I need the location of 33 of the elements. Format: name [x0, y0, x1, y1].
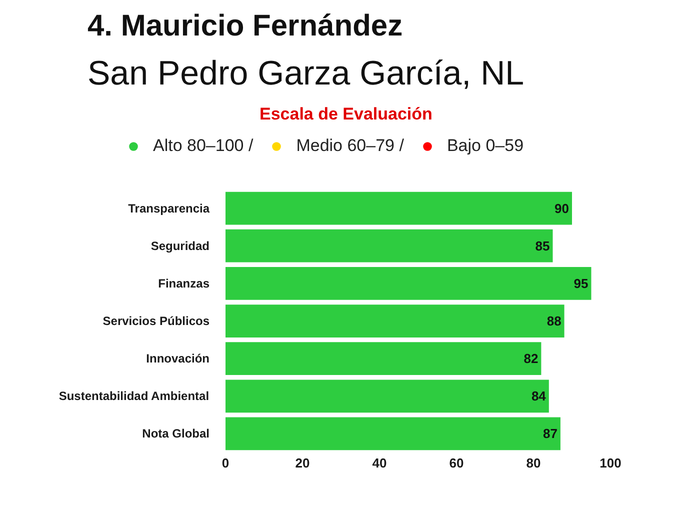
y-tick-label: Servicios Públicos [102, 314, 210, 328]
y-tick-label: Innovación [146, 352, 210, 366]
legend-title: Escala de Evaluación [260, 104, 432, 124]
x-tick-label: 100 [600, 456, 622, 470]
y-tick-label: Sustentabilidad Ambiental [58, 389, 210, 404]
bar [226, 229, 553, 262]
legend-label: Medio 60–79 / [296, 136, 404, 156]
x-tick-label: 80 [526, 456, 541, 470]
legend-label: Alto 80–100 / [153, 136, 254, 156]
bar [226, 380, 549, 413]
x-tick-label: 40 [372, 456, 387, 470]
bar [226, 266, 592, 300]
y-tick-label: Nota Global [142, 426, 210, 441]
data-label: 95 [574, 276, 588, 291]
chart-subtitle: San Pedro Garza García, NL [88, 54, 524, 92]
data-label: 88 [546, 314, 562, 328]
chart-title: 4. Mauricio Fernández [88, 10, 403, 42]
bar [226, 304, 564, 338]
bar [226, 417, 560, 450]
data-label: 85 [535, 238, 550, 254]
x-tick-label: 60 [449, 456, 464, 470]
x-tick-label: 20 [295, 456, 310, 470]
legend-label: Bajo 0–59 [446, 136, 524, 156]
y-tick-label: Finanzas [158, 276, 210, 290]
bar [226, 192, 572, 225]
data-label: 90 [554, 200, 570, 216]
bar [226, 342, 542, 376]
y-tick-label: Transparencia [128, 201, 210, 216]
data-label: 87 [542, 426, 558, 442]
data-label: 84 [531, 388, 547, 404]
y-tick-label: Seguridad [150, 238, 210, 253]
x-tick-label: 0 [222, 456, 230, 470]
data-label: 82 [524, 351, 538, 366]
